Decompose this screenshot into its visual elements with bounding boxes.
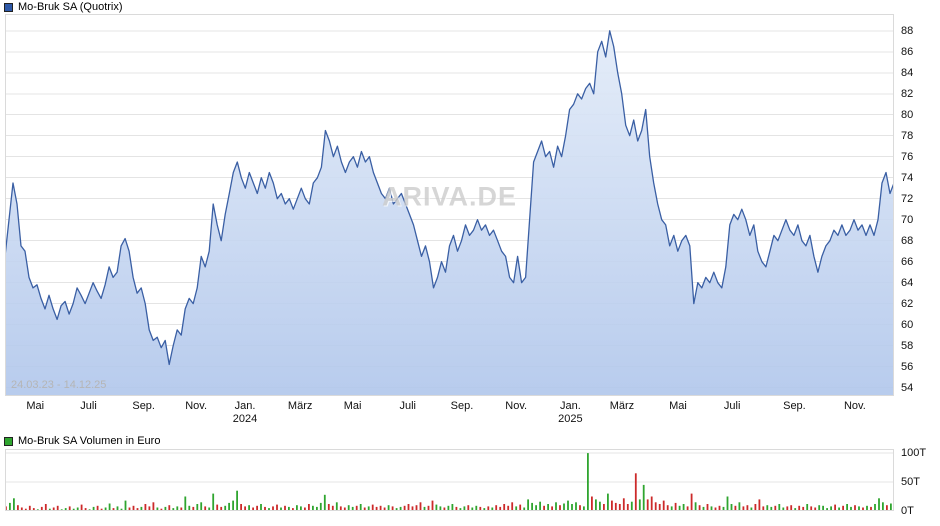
price-line — [5, 30, 894, 366]
price-y-tick-label: 62 — [901, 297, 914, 310]
price-legend-swatch — [4, 2, 13, 12]
price-x-tick-label: Sep. — [783, 400, 806, 412]
price-y-tick-label: 82 — [901, 87, 914, 100]
volume-legend-label: Mo-Bruk SA Volumen in Euro — [18, 435, 161, 447]
price-x-tick-label: Jan. — [559, 400, 581, 412]
price-x-tick-label: Mai — [669, 400, 687, 412]
price-legend: Mo-Bruk SA (Quotrix) — [4, 1, 123, 13]
price-y-tick-label: 78 — [901, 129, 914, 142]
price-x-year-label: 2025 — [558, 413, 583, 425]
price-y-tick-label: 60 — [901, 318, 914, 331]
price-y-tick-label: 70 — [901, 213, 914, 226]
price-y-tick-label: 76 — [901, 150, 914, 163]
price-x-tick-label: Juli — [80, 400, 97, 412]
volume-y-tick-label: 0T — [901, 505, 914, 517]
price-y-tick-label: 88 — [901, 24, 914, 37]
price-x-tick-label: Sep. — [132, 400, 155, 412]
price-y-tick-label: 84 — [901, 66, 914, 79]
price-x-year-label: 2024 — [232, 413, 258, 425]
price-x-tick-label: Jan. — [234, 400, 256, 412]
date-range-label: 24.03.23 - 14.12.25 — [11, 379, 107, 391]
price-y-tick-label: 54 — [901, 381, 914, 394]
price-x-tick-label: Mai — [343, 400, 362, 412]
volume-legend: Mo-Bruk SA Volumen in Euro — [4, 435, 160, 447]
price-x-tick-label: Nov. — [843, 400, 866, 412]
price-y-tick-label: 58 — [901, 339, 914, 352]
price-x-tick-label: Juli — [399, 400, 416, 412]
volume-chart — [5, 449, 894, 511]
price-legend-label: Mo-Bruk SA (Quotrix) — [18, 1, 123, 13]
price-chart-canvas — [5, 14, 894, 396]
volume-legend-swatch — [4, 436, 13, 446]
price-x-tick-label: Sep. — [450, 400, 474, 412]
price-x-tick-label: März — [287, 400, 313, 412]
volume-y-tick-label: 100T — [901, 447, 927, 460]
volume-chart-canvas — [5, 449, 894, 511]
price-chart: ARIVA.DE 24.03.23 - 14.12.25 — [5, 14, 894, 396]
price-y-tick-label: 80 — [901, 108, 914, 121]
price-x-tick-label: März — [609, 400, 635, 412]
price-y-tick-label: 66 — [901, 255, 914, 268]
price-x-tick-label: Nov. — [185, 400, 208, 412]
price-x-tick-label: Mai — [26, 400, 45, 412]
price-y-tick-label: 68 — [901, 234, 914, 247]
price-y-tick-label: 64 — [901, 276, 914, 289]
price-x-tick-label: Juli — [723, 400, 741, 412]
price-y-tick-label: 86 — [901, 45, 914, 58]
price-y-tick-label: 72 — [901, 192, 914, 205]
price-x-tick-label: Nov. — [505, 400, 528, 412]
price-y-tick-label: 74 — [901, 171, 914, 184]
volume-bars — [5, 453, 892, 511]
price-area — [5, 30, 894, 396]
volume-y-tick-label: 50T — [901, 476, 920, 489]
price-y-tick-label: 56 — [901, 360, 914, 373]
